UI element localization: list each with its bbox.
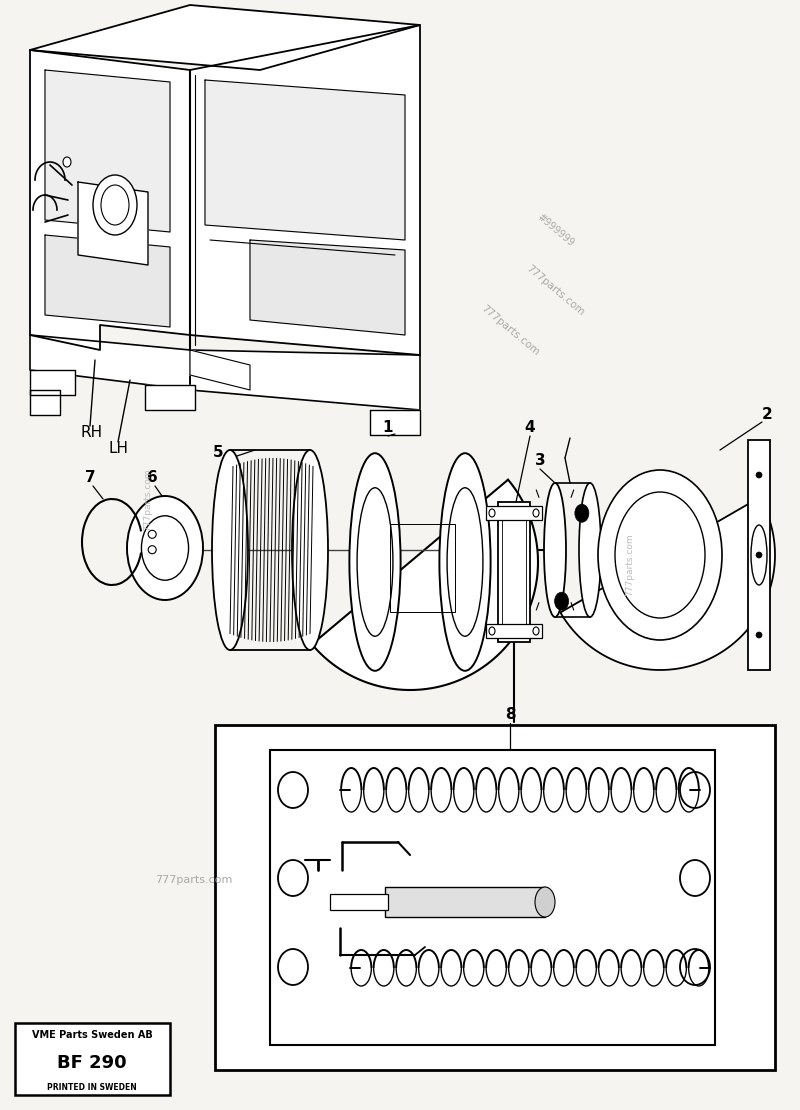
Bar bbox=[270, 750, 715, 1045]
Text: 777parts.com: 777parts.com bbox=[143, 468, 153, 532]
Polygon shape bbox=[250, 240, 405, 335]
Polygon shape bbox=[30, 50, 190, 350]
Polygon shape bbox=[30, 6, 420, 70]
Ellipse shape bbox=[357, 487, 393, 636]
Ellipse shape bbox=[127, 496, 203, 601]
Text: 7: 7 bbox=[85, 470, 95, 485]
Text: RH: RH bbox=[80, 425, 102, 440]
Ellipse shape bbox=[751, 525, 767, 585]
Text: PRINTED IN SWEDEN: PRINTED IN SWEDEN bbox=[47, 1082, 137, 1091]
Ellipse shape bbox=[756, 552, 762, 558]
Polygon shape bbox=[370, 410, 420, 435]
Ellipse shape bbox=[756, 472, 762, 478]
Polygon shape bbox=[45, 235, 170, 327]
Polygon shape bbox=[561, 497, 775, 670]
Text: 777parts.com: 777parts.com bbox=[155, 875, 232, 885]
Ellipse shape bbox=[535, 887, 555, 917]
Ellipse shape bbox=[598, 470, 722, 640]
Bar bbox=[215, 725, 775, 1070]
Ellipse shape bbox=[579, 483, 601, 617]
Text: 1: 1 bbox=[382, 420, 394, 435]
Bar bbox=[385, 887, 545, 917]
Text: 8: 8 bbox=[505, 707, 515, 722]
Ellipse shape bbox=[142, 516, 189, 581]
Text: #999999: #999999 bbox=[534, 212, 575, 249]
Ellipse shape bbox=[101, 185, 129, 225]
Text: 5: 5 bbox=[213, 445, 223, 460]
Polygon shape bbox=[312, 480, 538, 690]
Text: 777parts.com: 777parts.com bbox=[626, 534, 634, 596]
Ellipse shape bbox=[615, 492, 705, 618]
Text: 6: 6 bbox=[146, 470, 158, 485]
Polygon shape bbox=[30, 370, 75, 395]
Ellipse shape bbox=[212, 450, 248, 650]
Bar bbox=[486, 624, 542, 638]
Text: 777parts.com: 777parts.com bbox=[524, 263, 586, 317]
Ellipse shape bbox=[63, 157, 71, 166]
Text: LH: LH bbox=[108, 441, 128, 456]
Bar bbox=[390, 524, 455, 612]
Polygon shape bbox=[190, 26, 420, 355]
Ellipse shape bbox=[756, 632, 762, 638]
Ellipse shape bbox=[93, 175, 137, 235]
Ellipse shape bbox=[350, 453, 401, 670]
Polygon shape bbox=[45, 70, 170, 232]
Polygon shape bbox=[30, 335, 190, 390]
Polygon shape bbox=[145, 385, 195, 410]
Ellipse shape bbox=[544, 483, 566, 617]
Ellipse shape bbox=[512, 523, 526, 542]
Polygon shape bbox=[30, 390, 60, 415]
Bar bbox=[748, 440, 770, 670]
Bar bbox=[502, 519, 526, 624]
Polygon shape bbox=[190, 350, 250, 390]
Polygon shape bbox=[190, 350, 420, 410]
Polygon shape bbox=[205, 80, 405, 240]
Ellipse shape bbox=[447, 487, 483, 636]
Ellipse shape bbox=[554, 593, 569, 610]
Bar bbox=[498, 502, 530, 642]
Polygon shape bbox=[78, 182, 148, 265]
Text: 3: 3 bbox=[534, 453, 546, 468]
Ellipse shape bbox=[575, 504, 589, 522]
Ellipse shape bbox=[292, 450, 328, 650]
Ellipse shape bbox=[439, 453, 490, 670]
Bar bbox=[330, 894, 388, 910]
Bar bbox=[486, 506, 542, 519]
Text: 4: 4 bbox=[525, 420, 535, 435]
Text: 2: 2 bbox=[762, 407, 773, 422]
Text: VME Parts Sweden AB: VME Parts Sweden AB bbox=[32, 1030, 152, 1040]
Text: 777parts.com: 777parts.com bbox=[479, 303, 541, 357]
Text: BF 290: BF 290 bbox=[57, 1054, 127, 1072]
Bar bbox=[15, 1023, 170, 1094]
